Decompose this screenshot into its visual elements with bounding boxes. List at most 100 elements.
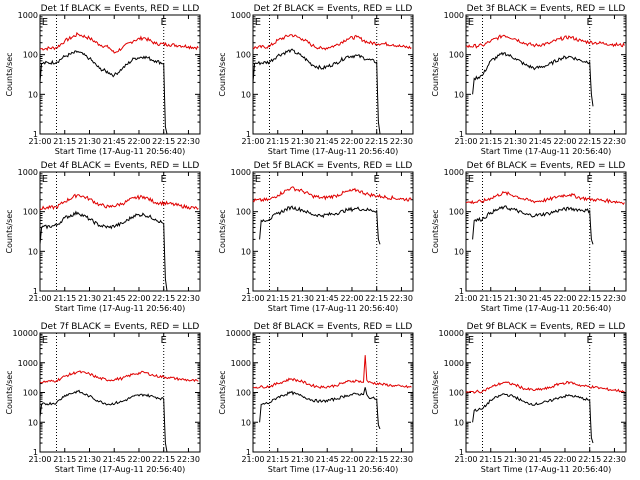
x-tick-label: 22:15 [152, 137, 175, 146]
y-tick-label: 100 [236, 389, 251, 398]
y-tick-label: 1000 [18, 359, 38, 368]
x-tick-label: 22:15 [365, 455, 388, 464]
y-tick-label: 10000 [13, 329, 38, 338]
x-tick-label: 21:45 [529, 455, 552, 464]
panel-title: Det 3f BLACK = Events, RED = LLD [467, 4, 626, 14]
plot-frame [465, 171, 627, 292]
x-tick-label: 22:00 [553, 294, 576, 303]
x-tick-label: 21:00 [28, 137, 51, 146]
x-tick-label: 21:00 [454, 294, 477, 303]
x-axis-label: Start Time (17-Aug-11 20:56:40) [481, 465, 612, 474]
y-tick-label: 100 [449, 208, 464, 217]
y-axis-label: Counts/sec [431, 209, 440, 253]
detector-panel: Det 6f BLACK = Events, RED = LLD 21:00 21:… [431, 161, 627, 313]
time-marker-label: E [161, 17, 167, 28]
x-tick-label: 21:15 [479, 455, 502, 464]
x-tick-label: 21:15 [479, 137, 502, 146]
events-series-line [472, 205, 594, 245]
y-tick-label: 1 [246, 448, 251, 457]
time-marker-label: E [255, 17, 261, 28]
x-tick-label: 21:45 [103, 137, 126, 146]
y-axis-label: Counts/sec [5, 370, 14, 414]
time-marker-label: E [468, 335, 474, 346]
x-tick-label: 22:00 [127, 294, 150, 303]
x-tick-label: 22:30 [390, 137, 413, 146]
x-tick-label: 22:00 [553, 137, 576, 146]
x-tick-label: 22:15 [578, 294, 601, 303]
x-tick-label: 21:15 [266, 137, 289, 146]
y-tick-label: 10 [241, 247, 251, 256]
y-axis-label: Counts/sec [218, 52, 227, 96]
lld-series-line [465, 34, 625, 49]
x-tick-label: 22:00 [127, 137, 150, 146]
y-tick-label: 100 [23, 51, 38, 60]
y-tick-label: 1000 [444, 11, 464, 20]
y-axis-label: Counts/sec [431, 52, 440, 96]
y-tick-label: 10 [454, 247, 464, 256]
x-tick-label: 21:15 [266, 455, 289, 464]
y-axis-label: Counts/sec [218, 370, 227, 414]
time-marker-label: E [374, 335, 380, 346]
time-marker-label: E [42, 17, 48, 28]
y-tick-label: 10 [241, 90, 251, 99]
plot-frame [39, 171, 201, 292]
events-series-line [472, 51, 594, 107]
x-tick-label: 22:30 [177, 137, 200, 146]
time-marker-label: E [42, 174, 48, 185]
x-tick-label: 21:00 [28, 294, 51, 303]
x-axis-label: Start Time (17-Aug-11 20:56:40) [268, 465, 399, 474]
plot-frame [252, 332, 414, 453]
time-marker-label: E [42, 335, 48, 346]
x-tick-label: 21:30 [504, 294, 527, 303]
events-series-line [39, 50, 168, 135]
x-tick-label: 22:15 [578, 455, 601, 464]
lld-series-line [39, 31, 199, 54]
time-marker-label: E [374, 174, 380, 185]
y-tick-label: 1000 [18, 11, 38, 20]
panel-title: Det 5f BLACK = Events, RED = LLD [254, 161, 413, 171]
y-tick-label: 1 [246, 130, 251, 139]
x-tick-label: 21:30 [78, 137, 101, 146]
x-axis-label: Start Time (17-Aug-11 20:56:40) [55, 304, 186, 313]
events-series-line [259, 205, 381, 245]
y-tick-label: 1 [459, 287, 464, 296]
y-tick-label: 10 [454, 418, 464, 427]
time-marker-label: E [468, 174, 474, 185]
x-axis-label: Start Time (17-Aug-11 20:56:40) [268, 147, 399, 156]
x-tick-label: 22:15 [365, 294, 388, 303]
x-tick-label: 21:45 [103, 455, 126, 464]
y-tick-label: 10 [28, 247, 38, 256]
plot-frame [39, 332, 201, 453]
y-tick-label: 10 [454, 90, 464, 99]
plot-frame [252, 171, 414, 292]
panel-title: Det 9f BLACK = Events, RED = LLD [467, 322, 626, 332]
panel-title: Det 6f BLACK = Events, RED = LLD [467, 161, 626, 171]
lld-series-line [252, 186, 412, 203]
panel-title: Det 4f BLACK = Events, RED = LLD [41, 161, 200, 171]
y-tick-label: 100 [236, 208, 251, 217]
time-marker-label: E [255, 335, 261, 346]
lld-series-line [252, 355, 412, 389]
y-tick-label: 1 [33, 130, 38, 139]
x-tick-label: 21:00 [28, 455, 51, 464]
y-axis-label: Counts/sec [5, 52, 14, 96]
x-tick-label: 21:15 [266, 294, 289, 303]
x-tick-label: 21:45 [316, 455, 339, 464]
plot-frame [252, 14, 414, 135]
time-marker-label: E [374, 17, 380, 28]
time-marker-label: E [468, 17, 474, 28]
x-tick-label: 21:30 [291, 294, 314, 303]
lld-series-line [39, 370, 199, 384]
x-tick-label: 21:00 [241, 137, 264, 146]
y-axis-label: Counts/sec [431, 370, 440, 414]
y-tick-label: 1 [459, 448, 464, 457]
y-tick-label: 1 [33, 287, 38, 296]
events-series-line [39, 389, 168, 453]
x-tick-label: 21:15 [53, 137, 76, 146]
x-tick-label: 21:30 [78, 294, 101, 303]
